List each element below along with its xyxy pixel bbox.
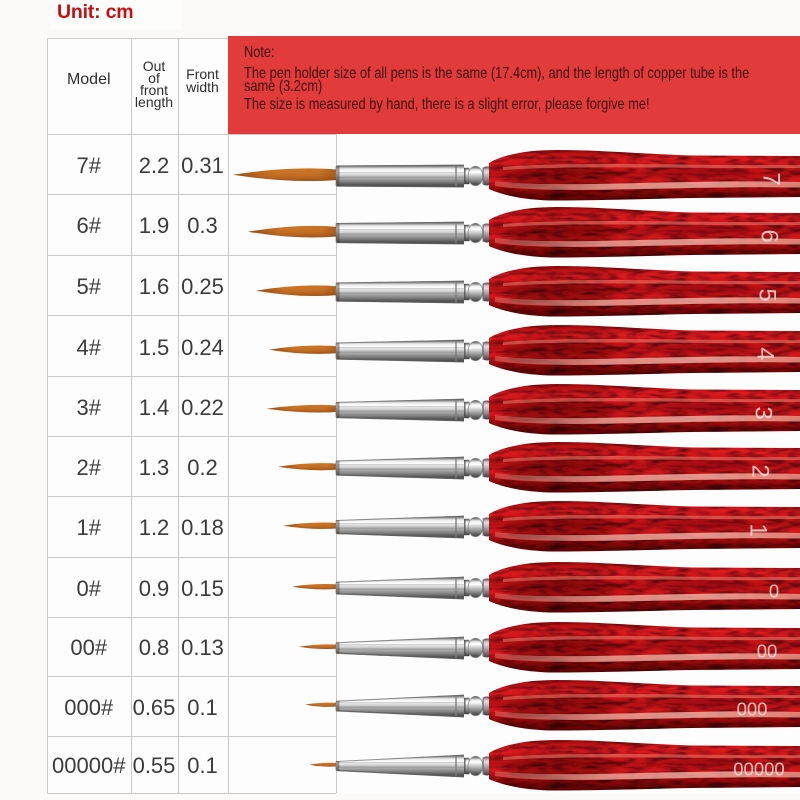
- svg-text:6: 6: [756, 229, 783, 242]
- svg-text:7: 7: [758, 172, 785, 185]
- svg-text:00: 00: [757, 640, 778, 661]
- svg-text:0: 0: [769, 581, 779, 602]
- svg-text:5: 5: [754, 288, 781, 301]
- svg-text:000: 000: [737, 699, 768, 720]
- svg-text:3: 3: [750, 406, 777, 419]
- svg-text:1: 1: [745, 523, 772, 536]
- svg-text:00000: 00000: [733, 759, 784, 780]
- svg-text:2: 2: [747, 464, 774, 477]
- svg-text:4: 4: [752, 347, 779, 360]
